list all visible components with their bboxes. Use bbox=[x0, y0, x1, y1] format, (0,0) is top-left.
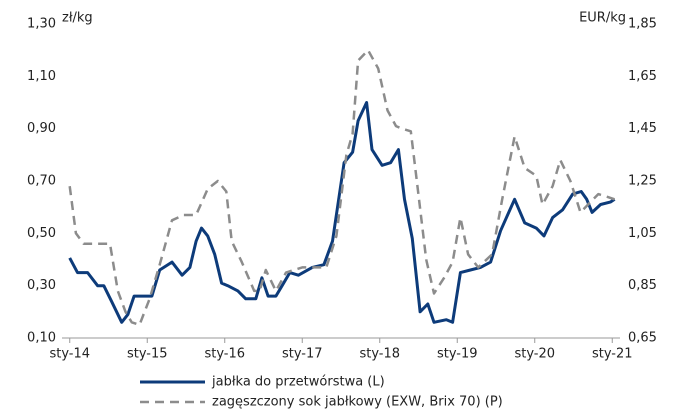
y-tick-label: 1,10 bbox=[27, 69, 56, 84]
legend-label: zagęszczony sok jabłkowy (EXW, Brix 70) … bbox=[212, 395, 503, 410]
y2-tick-label: 1,05 bbox=[628, 226, 657, 241]
y2-tick-label: 1,25 bbox=[628, 174, 657, 189]
y-axis-label: zł/kg bbox=[62, 11, 93, 26]
x-tick-label: sty-20 bbox=[514, 347, 555, 362]
series-line bbox=[68, 48, 615, 327]
y-tick-label: 0,90 bbox=[27, 121, 56, 136]
series-line bbox=[68, 101, 616, 324]
y-tick-label: 0,10 bbox=[27, 331, 56, 346]
legend-label: jabłka do przetwórstwa (L) bbox=[211, 375, 385, 390]
y2-tick-label: 0,65 bbox=[628, 331, 657, 346]
y2-tick-label: 1,65 bbox=[628, 69, 657, 84]
x-tick-label: sty-19 bbox=[437, 347, 478, 362]
y2-tick-label: 1,45 bbox=[628, 121, 657, 136]
y-tick-label: 0,70 bbox=[27, 174, 56, 189]
x-tick-label: sty-14 bbox=[49, 347, 90, 362]
x-tick-label: sty-16 bbox=[204, 347, 245, 362]
x-tick-label: sty-17 bbox=[282, 347, 323, 362]
y2-tick-label: 0,85 bbox=[628, 278, 657, 293]
y2-axis-label: EUR/kg bbox=[579, 11, 626, 26]
y-tick-label: 1,30 bbox=[27, 17, 56, 32]
y-tick-label: 0,50 bbox=[27, 226, 56, 241]
y-tick-label: 0,30 bbox=[27, 278, 56, 293]
y2-tick-label: 1,85 bbox=[628, 17, 657, 32]
x-tick-label: sty-18 bbox=[359, 347, 400, 362]
x-tick-label: sty-15 bbox=[127, 347, 168, 362]
x-tick-label: sty-21 bbox=[592, 347, 633, 362]
